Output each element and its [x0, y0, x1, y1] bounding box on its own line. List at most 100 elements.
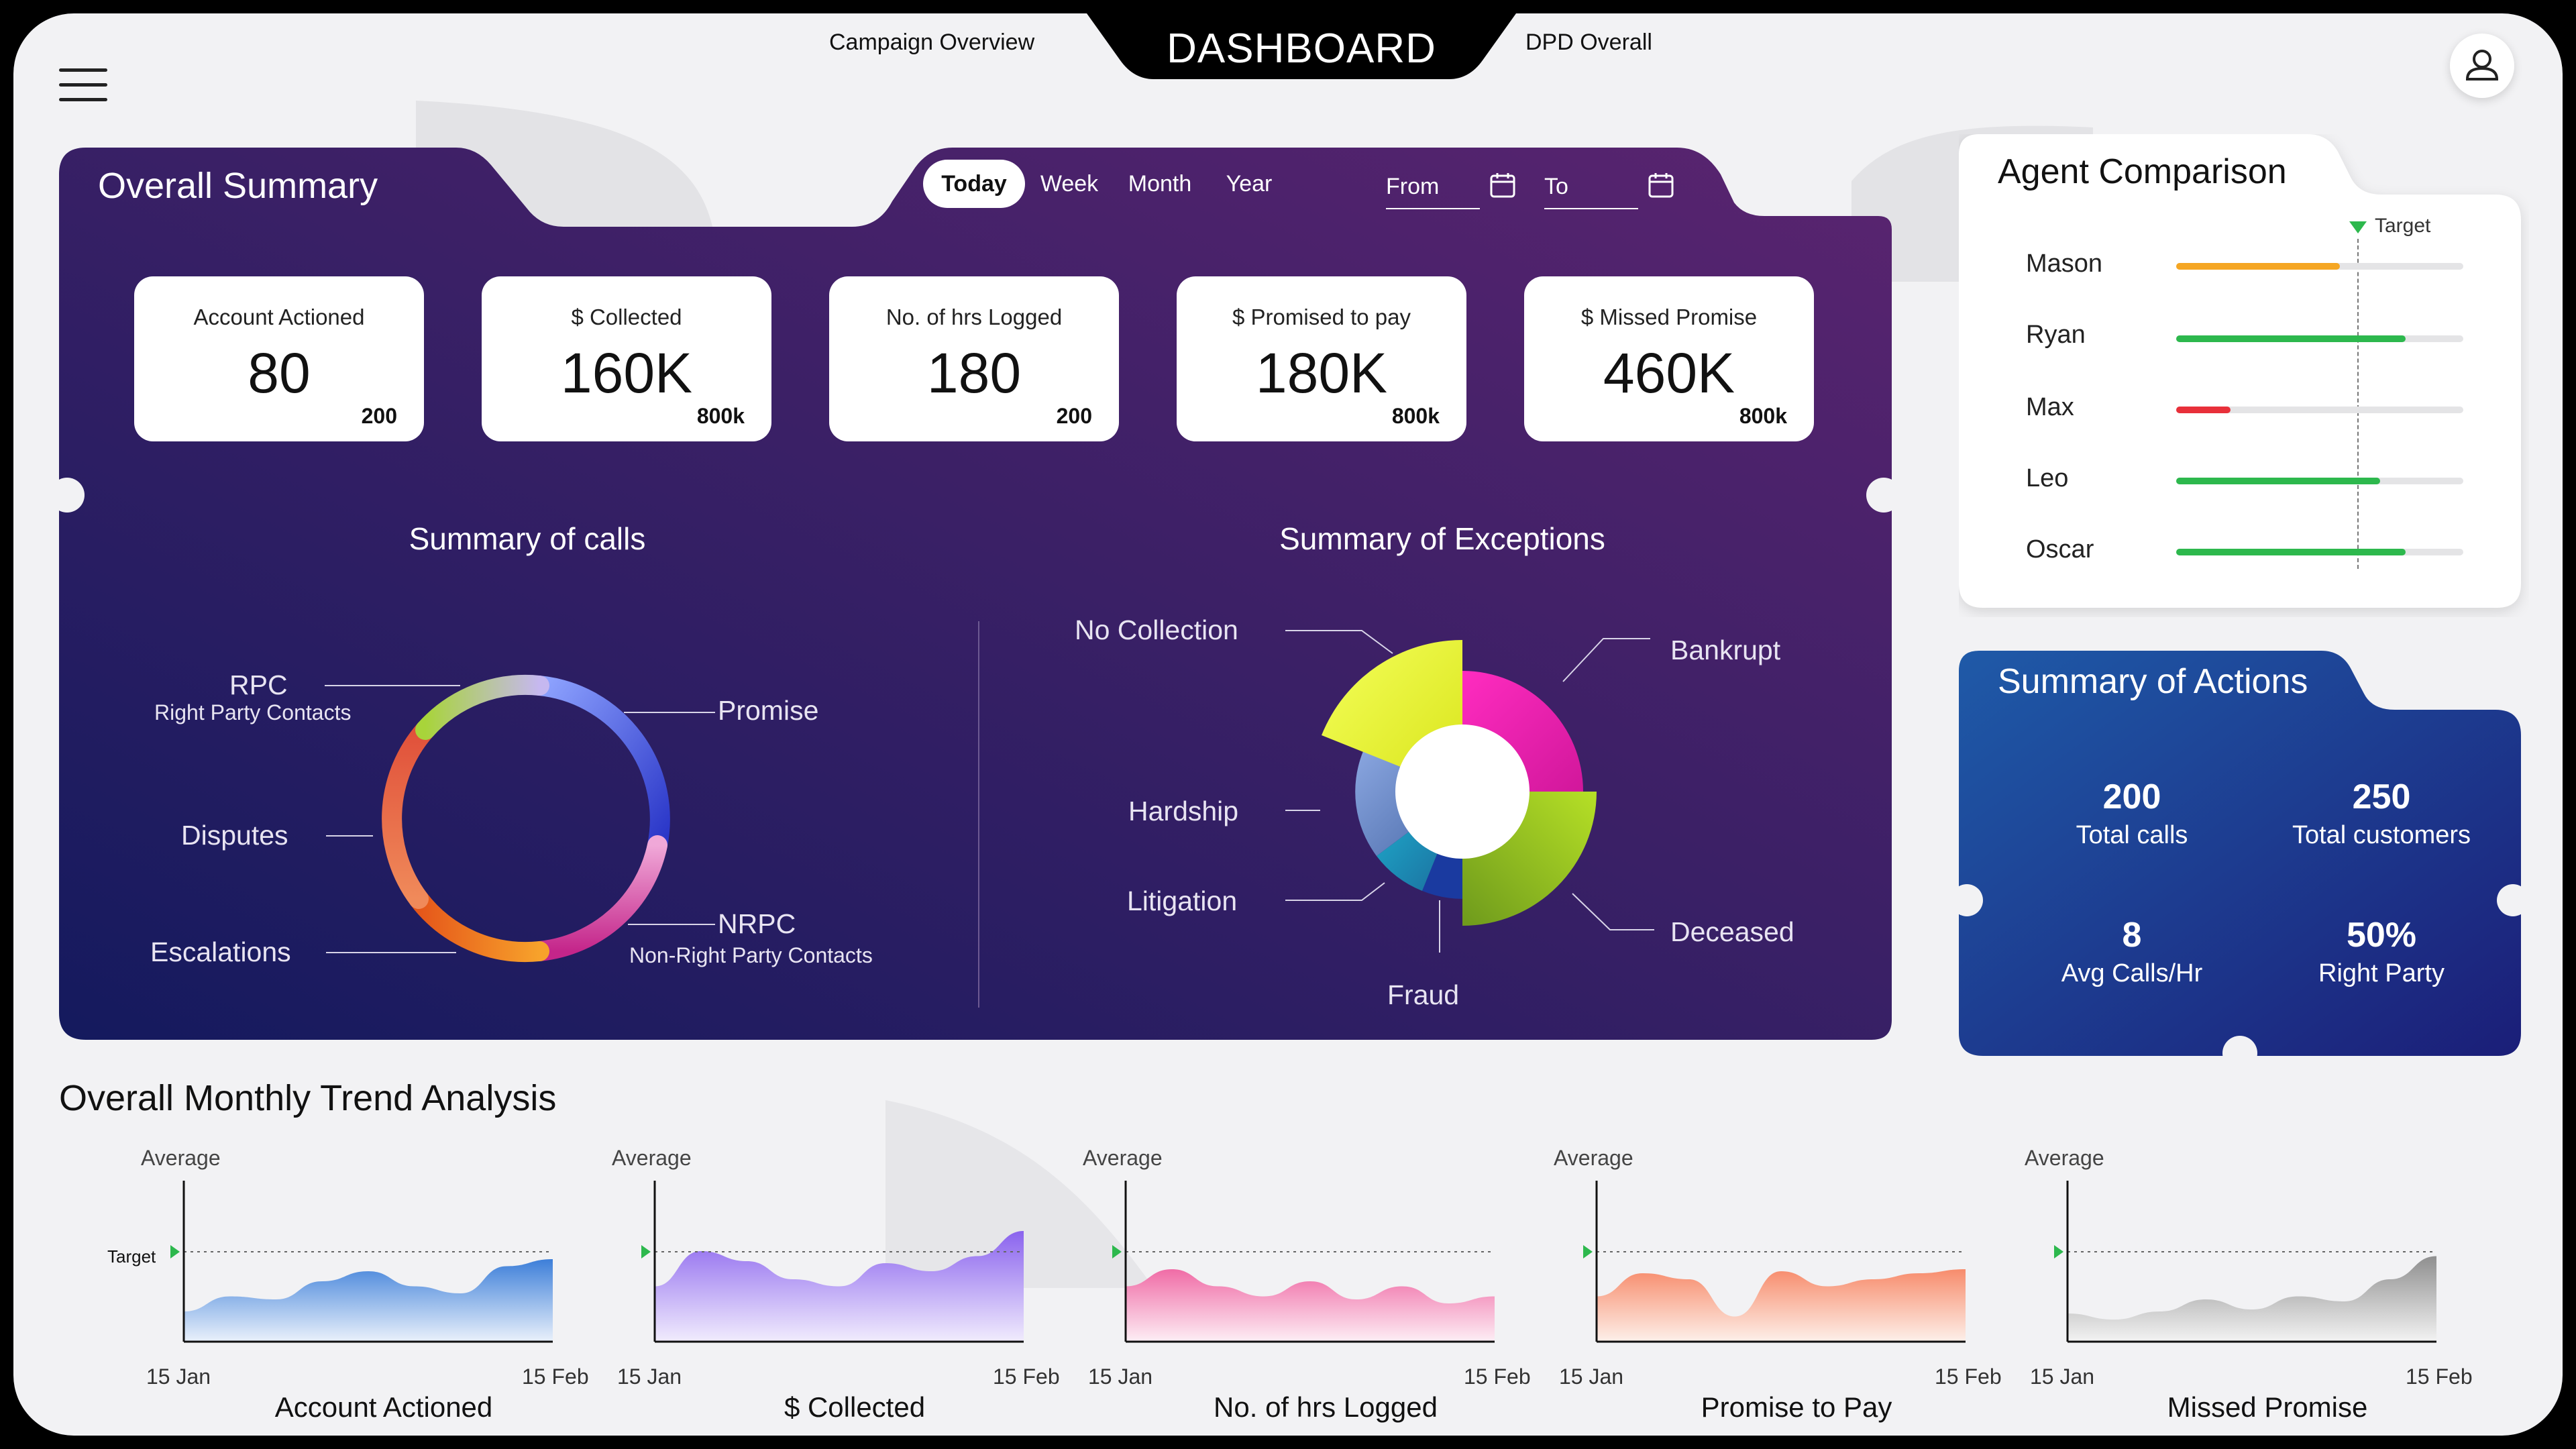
trend-chart [1112, 1181, 1495, 1343]
agent-target-line [2357, 239, 2359, 569]
kpi-card-account-actioned[interactable]: Account Actioned 80 200 [134, 276, 424, 441]
summary-of-exceptions-title: Summary of Exceptions [1279, 521, 1605, 556]
stat-total-calls-value: 200 [2102, 777, 2161, 816]
calls-leader-lines-right [624, 712, 715, 925]
target-marker-icon [1583, 1245, 1593, 1258]
kpi-value: 80 [248, 341, 311, 405]
kpi-card-promised-to-pay[interactable]: $ Promised to pay 180K 800k [1177, 276, 1466, 441]
agent-name: Leo [2026, 464, 2069, 492]
calls-label-rpc-sub: Right Party Contacts [154, 700, 352, 724]
trend-start-date: 15 Jan [617, 1364, 682, 1389]
calendar-icon[interactable] [1648, 172, 1674, 199]
trend-start-date: 15 Jan [146, 1364, 211, 1389]
exception-label-bankrupt: Bankrupt [1670, 635, 1781, 665]
stat-avg-calls-value: 8 [2122, 916, 2142, 955]
exception-label-deceased: Deceased [1670, 916, 1794, 947]
kpi-label: $ Promised to pay [1232, 305, 1411, 329]
agent-comparison-card [1959, 134, 2521, 608]
trend-chart [1583, 1181, 1966, 1343]
kpi-label: $ Missed Promise [1580, 305, 1758, 329]
stat-total-customers-label: Total customers [2292, 821, 2471, 849]
exception-label-litigation: Litigation [1127, 885, 1238, 916]
kpi-label: $ Collected [571, 305, 682, 329]
trend-end-date: 15 Feb [993, 1364, 1060, 1389]
exception-label-no-collection: No Collection [1075, 614, 1238, 645]
target-marker-icon [170, 1245, 180, 1258]
kpi-target: 800k [1739, 404, 1787, 428]
filter-month[interactable]: Month [1128, 171, 1192, 197]
kpi-value: 460K [1603, 341, 1735, 405]
trend-target-label: Target [107, 1246, 156, 1267]
stat-total-calls-label: Total calls [2076, 821, 2188, 849]
nav-campaign-overview[interactable]: Campaign Overview [829, 30, 1035, 55]
agent-name: Oscar [2026, 535, 2094, 564]
target-marker-icon [1112, 1245, 1122, 1258]
to-date-input[interactable]: To [1544, 168, 1638, 209]
trend-area [184, 1259, 553, 1342]
exceptions-chart-hole [1395, 724, 1529, 859]
nav-dpd-overall[interactable]: DPD Overall [1525, 30, 1652, 55]
agent-bar-fill [2176, 549, 2406, 555]
trend-section-title: Overall Monthly Trend Analysis [59, 1078, 557, 1118]
donut-segment-escalations [409, 889, 549, 963]
kpi-value: 160K [560, 341, 693, 405]
trend-start-date: 15 Jan [1559, 1364, 1624, 1389]
trend-end-date: 15 Feb [2406, 1364, 2473, 1389]
agent-bar-track [2176, 407, 2463, 413]
page-title: DASHBOARD [1167, 25, 1436, 72]
user-profile-icon [2465, 50, 2499, 80]
hamburger-menu-icon[interactable] [59, 68, 107, 102]
kpi-target: 800k [696, 404, 745, 428]
calendar-icon[interactable] [1489, 172, 1516, 199]
dashboard-tab-shape [1087, 13, 1516, 79]
trend-chart [641, 1181, 1024, 1343]
agent-bar-fill [2176, 335, 2406, 342]
summary-of-calls-title: Summary of calls [409, 521, 646, 556]
kpi-value: 180K [1255, 341, 1388, 405]
kpi-target: 200 [361, 404, 397, 428]
calls-label-rpc: RPC [229, 669, 288, 700]
target-marker-icon [2349, 221, 2367, 233]
trend-area [2068, 1256, 2436, 1342]
agent-bar-fill [2176, 478, 2380, 484]
exceptions-rose-chart [1285, 630, 1654, 953]
summary-of-actions-card [1959, 651, 2529, 1067]
trend-chart-name: Missed Promise [2167, 1391, 2368, 1423]
kpi-target: 200 [1056, 404, 1092, 428]
kpi-label: Account Actioned [193, 305, 365, 329]
trend-chart-name: Account Actioned [274, 1391, 493, 1423]
trend-end-date: 15 Feb [522, 1364, 589, 1389]
trend-area [1126, 1269, 1495, 1342]
target-marker-icon [641, 1245, 651, 1258]
filter-week[interactable]: Week [1040, 171, 1099, 197]
calls-leader-lines [325, 685, 460, 953]
calls-label-nrpc-sub: Non-Right Party Contacts [629, 943, 873, 967]
kpi-card-hrs-logged[interactable]: No. of hrs Logged 180 200 [829, 276, 1119, 441]
chart-divider [978, 621, 979, 1008]
trend-chart-name: $ Collected [784, 1391, 926, 1423]
agent-name: Mason [2026, 250, 2103, 278]
stat-right-party-label: Right Party [2318, 959, 2445, 987]
calls-label-nrpc: NRPC [718, 908, 796, 939]
filter-today[interactable]: Today [923, 160, 1025, 208]
user-profile-button[interactable] [2450, 34, 2514, 98]
agent-target-label: Target [2375, 215, 2431, 237]
agent-bar-fill [2176, 263, 2340, 270]
kpi-label: No. of hrs Logged [885, 305, 1063, 329]
kpi-value: 180 [926, 341, 1022, 405]
from-date-input[interactable]: From [1386, 168, 1480, 209]
overall-summary-title: Overall Summary [98, 166, 378, 206]
trend-average-label: Average [141, 1146, 221, 1170]
calls-label-promise: Promise [718, 695, 819, 726]
donut-segment-promise [529, 676, 670, 855]
trend-start-date: 15 Jan [2030, 1364, 2095, 1389]
calls-label-disputes: Disputes [181, 820, 288, 851]
filter-year[interactable]: Year [1226, 171, 1273, 197]
trend-average-label: Average [2025, 1146, 2104, 1170]
app-window: Campaign Overview DASHBOARD DPD Overall … [13, 13, 2563, 1436]
agent-bar-fill [2176, 407, 2231, 413]
trend-average-label: Average [1083, 1146, 1163, 1170]
kpi-card-collected[interactable]: $ Collected 160K 800k [482, 276, 771, 441]
exception-label-fraud: Fraud [1387, 979, 1460, 1010]
kpi-card-missed-promise[interactable]: $ Missed Promise 460K 800k [1524, 276, 1814, 441]
